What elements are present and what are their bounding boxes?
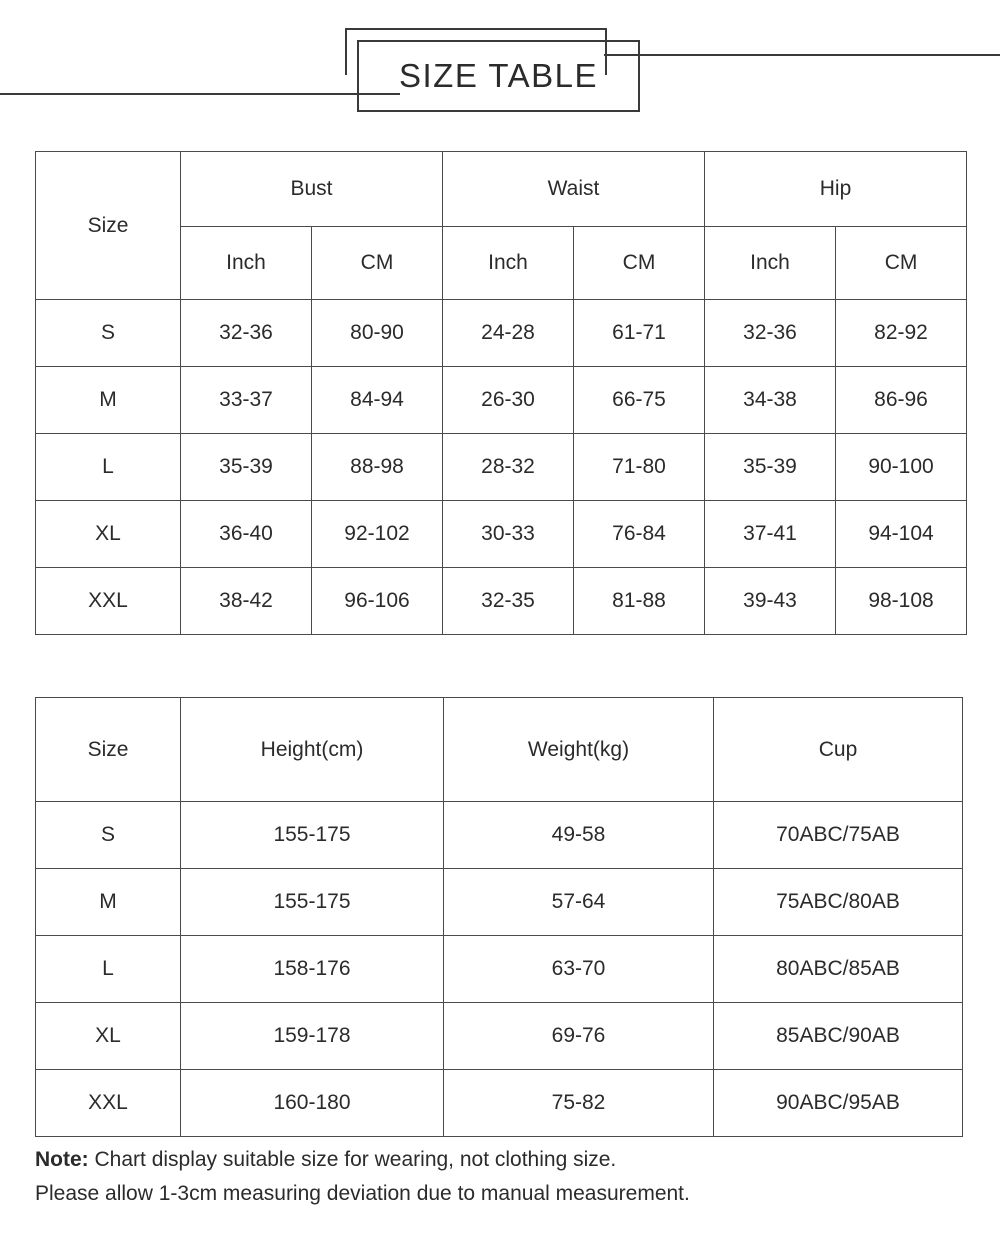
header-cup: Cup <box>713 697 963 802</box>
cell-height: 158-176 <box>180 935 444 1003</box>
cell-height: 159-178 <box>180 1002 444 1070</box>
cell-bust-inch: 32-36 <box>180 299 312 367</box>
cell-hip-cm: 86-96 <box>835 366 968 434</box>
cell-cup: 90ABC/95AB <box>713 1069 963 1137</box>
cell-cup: 70ABC/75AB <box>713 801 963 869</box>
cell-hip-cm: 82-92 <box>835 299 968 367</box>
table-row: S 155-175 49-58 70ABC/75AB <box>35 801 963 869</box>
cell-hip-inch: 35-39 <box>704 433 837 501</box>
cell-bust-cm: 96-106 <box>311 567 443 635</box>
header-hip-cm: CM <box>835 226 968 300</box>
cell-bust-cm: 80-90 <box>311 299 443 367</box>
cell-bust-inch: 36-40 <box>180 500 312 568</box>
cell-hip-inch: 37-41 <box>704 500 837 568</box>
cell-size: S <box>35 299 181 367</box>
cell-size: S <box>35 801 181 869</box>
title-box-front <box>357 40 640 112</box>
cell-size: M <box>35 366 181 434</box>
cell-waist-inch: 32-35 <box>442 567 574 635</box>
table-row: L 35-39 88-98 28-32 71-80 35-39 90-100 <box>35 433 968 501</box>
note-line-1: Note: Chart display suitable size for we… <box>35 1143 965 1177</box>
header-hip: Hip <box>704 151 968 227</box>
cell-hip-inch: 32-36 <box>704 299 837 367</box>
header-bust: Bust <box>180 151 443 227</box>
cell-bust-inch: 35-39 <box>180 433 312 501</box>
table-row: XXL 160-180 75-82 90ABC/95AB <box>35 1069 963 1137</box>
cell-hip-cm: 98-108 <box>835 567 968 635</box>
header-hip-inch: Inch <box>704 226 837 300</box>
cell-cup: 80ABC/85AB <box>713 935 963 1003</box>
cell-hip-cm: 94-104 <box>835 500 968 568</box>
header-height: Height(cm) <box>180 697 444 802</box>
cell-waist-cm: 76-84 <box>572 500 706 568</box>
cell-size: XL <box>35 1002 181 1070</box>
body-measurements-table: Size Bust Waist Hip Inch CM Inch CM Inch… <box>35 151 968 635</box>
cell-size: L <box>35 433 181 501</box>
cell-size: L <box>35 935 181 1003</box>
title-banner: SIZE TABLE <box>0 0 1000 140</box>
cell-height: 155-175 <box>180 868 444 936</box>
cell-waist-cm: 61-71 <box>572 299 706 367</box>
table-row: XXL 38-42 96-106 32-35 81-88 39-43 98-10… <box>35 567 968 635</box>
table-header-unit-row: Inch CM Inch CM Inch CM <box>36 226 968 300</box>
note-text-1: Chart display suitable size for wearing,… <box>88 1148 617 1171</box>
header-waist: Waist <box>441 151 706 227</box>
page-title: SIZE TABLE <box>398 57 598 94</box>
cell-height: 155-175 <box>180 801 444 869</box>
cell-weight: 63-70 <box>443 935 714 1003</box>
cell-hip-inch: 39-43 <box>704 567 837 635</box>
cell-size: XXL <box>35 567 181 635</box>
header-waist-inch: Inch <box>442 226 574 300</box>
cell-waist-cm: 71-80 <box>572 433 706 501</box>
cell-hip-inch: 34-38 <box>704 366 837 434</box>
header-size: Size <box>35 697 181 802</box>
cell-size: XL <box>35 500 181 568</box>
cell-weight: 57-64 <box>443 868 714 936</box>
cell-hip-cm: 90-100 <box>835 433 968 501</box>
cell-size: XXL <box>35 1069 181 1137</box>
header-weight: Weight(kg) <box>443 697 714 802</box>
height-weight-cup-table: Size Height(cm) Weight(kg) Cup S 155-175… <box>35 697 963 1137</box>
cell-bust-inch: 33-37 <box>180 366 312 434</box>
cell-waist-inch: 26-30 <box>442 366 574 434</box>
cell-waist-inch: 24-28 <box>442 299 574 367</box>
cell-waist-cm: 81-88 <box>572 567 706 635</box>
table-row: XL 36-40 92-102 30-33 76-84 37-41 94-104 <box>35 500 968 568</box>
cell-waist-inch: 30-33 <box>442 500 574 568</box>
cell-bust-inch: 38-42 <box>180 567 312 635</box>
header-bust-inch: Inch <box>180 226 312 300</box>
cell-bust-cm: 92-102 <box>311 500 443 568</box>
note-line-2: Please allow 1-3cm measuring deviation d… <box>35 1182 690 1205</box>
cell-bust-cm: 88-98 <box>311 433 443 501</box>
cell-size: M <box>35 868 181 936</box>
title-rule-right <box>604 54 1000 56</box>
table-row: L 158-176 63-70 80ABC/85AB <box>35 935 963 1003</box>
table-row: S 32-36 80-90 24-28 61-71 32-36 82-92 <box>35 299 968 367</box>
cell-bust-cm: 84-94 <box>311 366 443 434</box>
note-label: Note: <box>35 1148 89 1171</box>
cell-weight: 49-58 <box>443 801 714 869</box>
cell-weight: 75-82 <box>443 1069 714 1137</box>
cell-waist-inch: 28-32 <box>442 433 574 501</box>
header-size: Size <box>35 151 181 300</box>
cell-height: 160-180 <box>180 1069 444 1137</box>
table-row: M 155-175 57-64 75ABC/80AB <box>35 868 963 936</box>
header-waist-cm: CM <box>572 226 706 300</box>
table-row: M 33-37 84-94 26-30 66-75 34-38 86-96 <box>35 366 968 434</box>
header-bust-cm: CM <box>311 226 443 300</box>
table-header-row: Size Height(cm) Weight(kg) Cup <box>35 697 963 802</box>
table-header-group-row: Size Bust Waist Hip <box>35 151 968 300</box>
cell-cup: 75ABC/80AB <box>713 868 963 936</box>
cell-weight: 69-76 <box>443 1002 714 1070</box>
title-rule-left <box>0 93 400 95</box>
table-row: XL 159-178 69-76 85ABC/90AB <box>35 1002 963 1070</box>
note-block: Note: Chart display suitable size for we… <box>35 1143 965 1211</box>
title-box-back <box>345 28 607 75</box>
cell-cup: 85ABC/90AB <box>713 1002 963 1070</box>
cell-waist-cm: 66-75 <box>572 366 706 434</box>
